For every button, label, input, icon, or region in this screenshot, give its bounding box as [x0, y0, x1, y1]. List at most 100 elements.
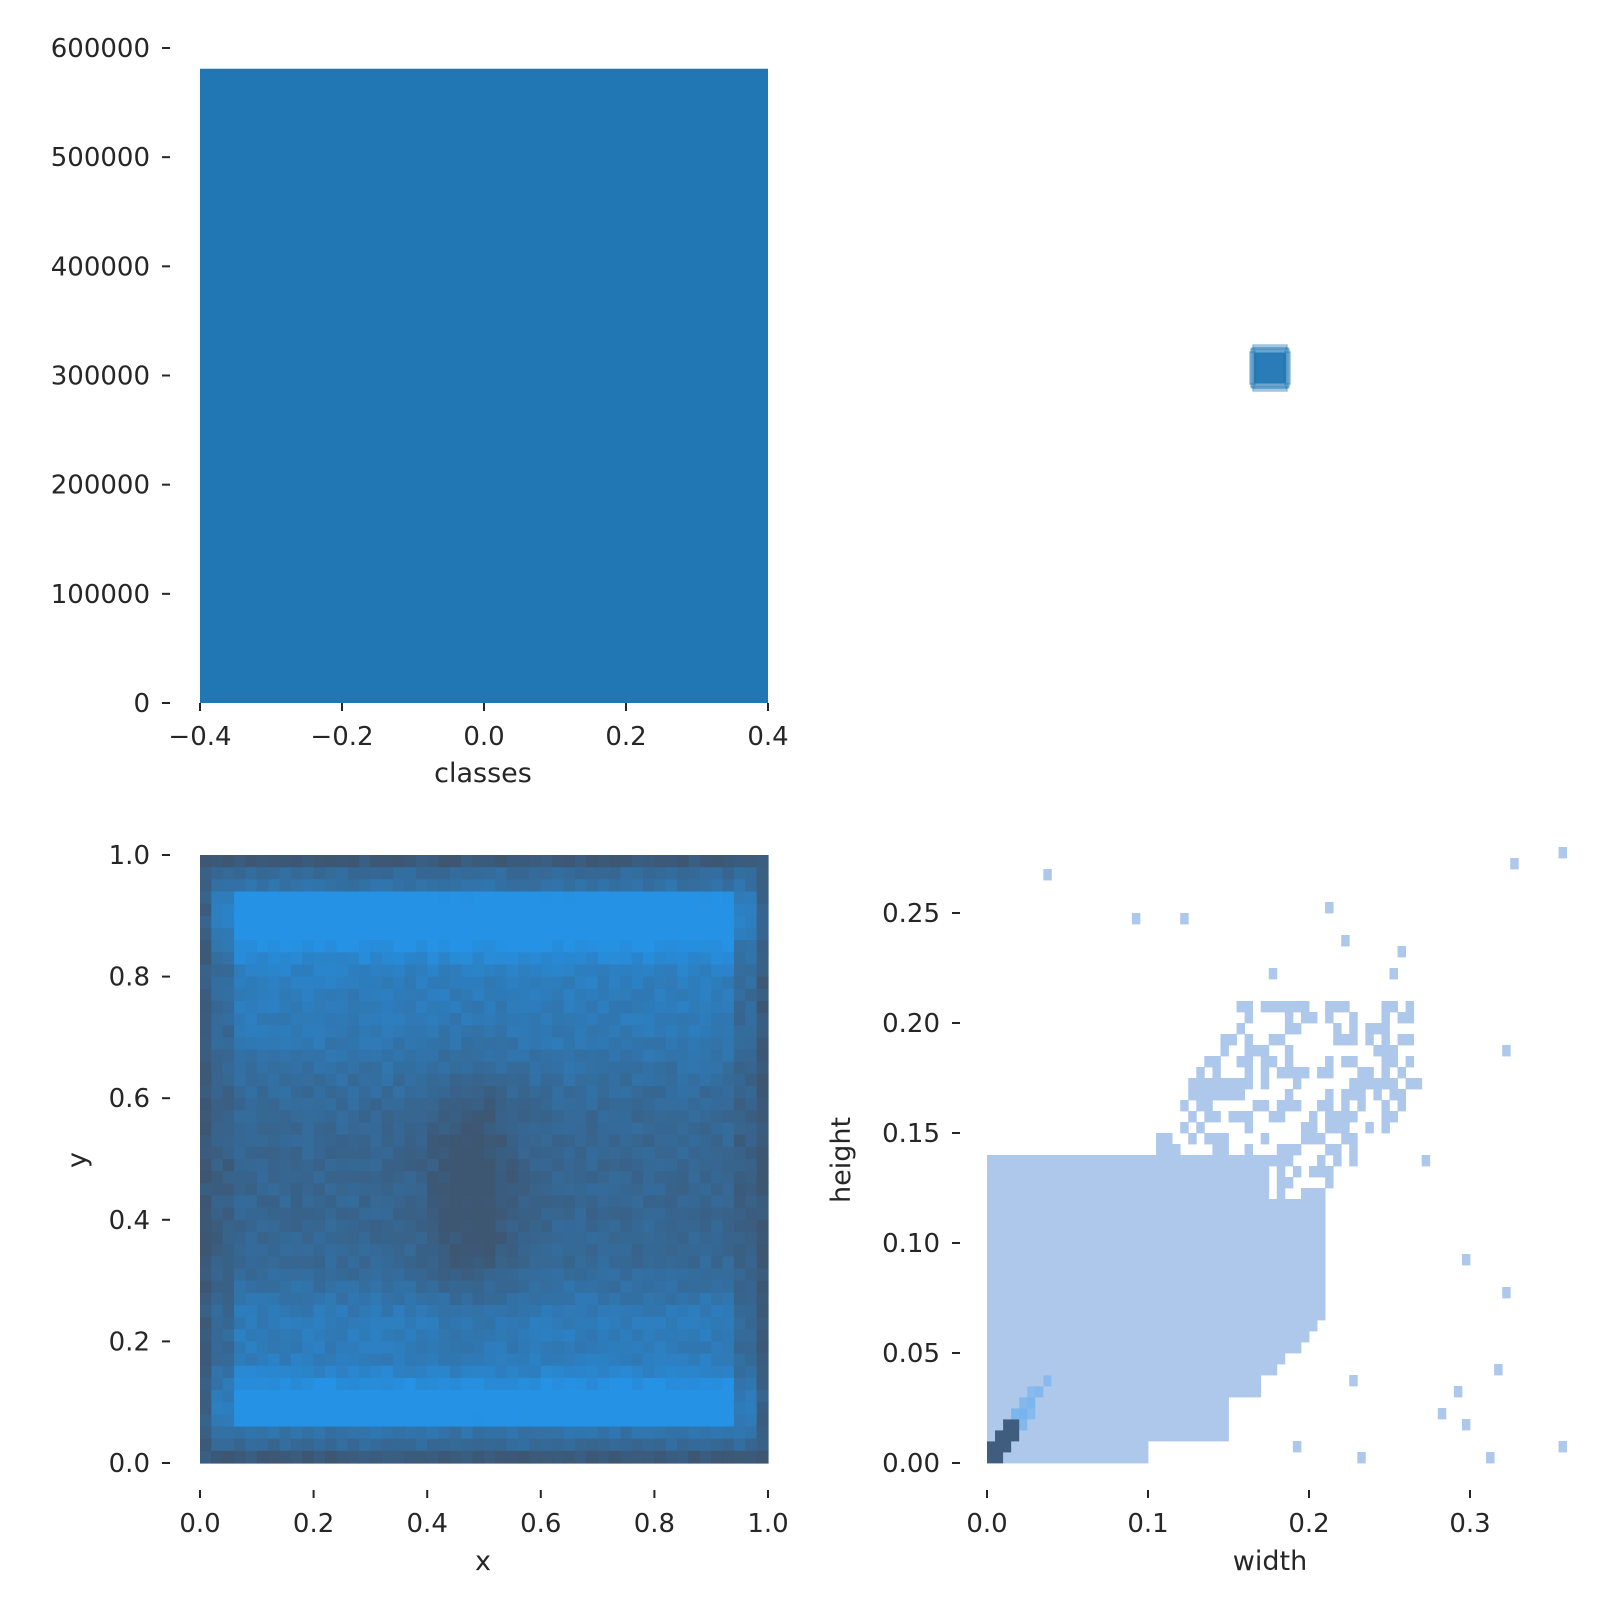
xy-heatmap-cell [677, 1329, 690, 1342]
wh-heatmap-cell [1212, 1155, 1221, 1167]
wh-heatmap-cell [1115, 1177, 1125, 1189]
wh-heatmap-cell [987, 1177, 996, 1189]
xy-heatmap-cell [677, 867, 690, 880]
xy-heatmap-cell [472, 1183, 485, 1197]
wh-heatmap-cell [1027, 1408, 1036, 1420]
xy-heatmap-cell [245, 1098, 258, 1111]
xy-heatmap-cell [427, 1244, 440, 1257]
xy-heatmap-cell [688, 1219, 701, 1233]
xy-heatmap-cell [756, 976, 769, 990]
xy-heatmap-cell [245, 903, 258, 917]
wh-heatmap-cell [1059, 1254, 1068, 1266]
xy-heatmap-cell [631, 1365, 644, 1379]
xy-heatmap-cell [438, 1231, 451, 1245]
wh-heatmap-cell [1091, 1221, 1101, 1233]
wh-heatmap-cell [1075, 1210, 1084, 1222]
wh-heatmap-cell [1236, 1298, 1245, 1310]
xy-heatmap-cell [324, 952, 337, 966]
xy-heatmap-cell [745, 1244, 758, 1257]
wh-heatmap-cell [1027, 1353, 1036, 1365]
xy-heatmap-cell [631, 1341, 644, 1355]
xy-heatmap-cell [234, 879, 247, 893]
xy-heatmap-cell [688, 1292, 701, 1306]
xy-heatmap-cell [654, 1110, 667, 1124]
xy-heatmap-cell [620, 903, 633, 917]
xy-heatmap-cell [722, 1037, 735, 1051]
xy-heatmap-cell [313, 1000, 326, 1014]
xy-heatmap-cell [711, 1049, 724, 1063]
xy-heatmap-cell [597, 1086, 610, 1099]
wh-heatmap-cell [995, 1408, 1004, 1420]
wh-heatmap-cell [1035, 1177, 1044, 1189]
wh-heatmap-cell [1075, 1265, 1084, 1277]
wh-heatmap-cell [1035, 1221, 1044, 1233]
wh-heatmap-cell [987, 1342, 996, 1354]
xy-heatmap-cell [711, 952, 724, 966]
xy-heatmap-cell [620, 1438, 633, 1452]
xy-heatmap-cell [518, 1377, 531, 1391]
wh-heatmap-cell [1051, 1287, 1060, 1299]
xy-heatmap-cell [722, 1134, 735, 1148]
xy-heatmap-cell [563, 1025, 576, 1038]
wh-heatmap-cell [1196, 1375, 1205, 1387]
xy-heatmap-cell [245, 1000, 258, 1014]
wh-heatmap-cell [1204, 1309, 1213, 1321]
xy-heatmap-cell [347, 903, 360, 917]
wh-heatmap-cell [1083, 1353, 1093, 1365]
xy-heatmap-cell [404, 1013, 417, 1026]
xy-heatmap-cell [393, 915, 406, 929]
wh-heatmap-cell [1341, 1100, 1350, 1112]
xy-heatmap-cell [222, 1025, 235, 1038]
xy-heatmap-cell [665, 1195, 678, 1209]
xy-heatmap-cell [290, 1426, 303, 1440]
xy-heatmap-cell [438, 903, 451, 917]
xy-heatmap-cell [711, 1207, 724, 1221]
xy-heatmap-cell [427, 1122, 440, 1136]
xy-heatmap-cell [336, 1183, 349, 1197]
xy-heatmap-cell [200, 1414, 212, 1428]
wh-heatmap-cell [1027, 1243, 1036, 1255]
xy-heatmap-cell [699, 1390, 712, 1403]
xy-heatmap-cell [688, 1134, 701, 1148]
wh-heatmap-cell [1276, 1111, 1286, 1123]
wh-heatmap-cell [1083, 1375, 1093, 1387]
wh-heatmap-cell [1300, 1309, 1310, 1321]
xy-heatmap-cell [359, 1365, 371, 1379]
xy-heatmap-cell [461, 879, 474, 893]
xy-heatmap-cell [506, 1414, 519, 1428]
wh-heatmap-cell [1043, 1441, 1052, 1453]
wh-heatmap-cell [1059, 1276, 1068, 1288]
xy-heatmap-cell [324, 1231, 337, 1245]
wh-heatmap-cell [1292, 1023, 1302, 1035]
xy-heatmap-cell [200, 1195, 212, 1209]
wh-heatmap-cell [1180, 1155, 1189, 1167]
wh-heatmap-cell [1043, 1408, 1052, 1420]
wh-heatmap-cell [1180, 1397, 1189, 1409]
xy-heatmap-cell [234, 1122, 247, 1136]
xy-heatmap-cell [552, 1426, 565, 1440]
xy-heatmap-cell [222, 1122, 235, 1136]
wh-heatmap-cell [1003, 1199, 1012, 1211]
xy-heatmap-cell [665, 1438, 678, 1452]
xy-heatmap-cell [756, 1390, 769, 1403]
xy-heatmap-cell [733, 1195, 746, 1209]
xy-heatmap-cell [643, 1159, 655, 1172]
xy-heatmap-cell [324, 964, 337, 978]
wh-heatmap-cell [1309, 1122, 1318, 1134]
xy-heatmap-cell [711, 1086, 724, 1099]
xy-heatmap-cell [313, 1110, 326, 1124]
wh-heatmap-cell [995, 1364, 1004, 1376]
wh-heatmap-cell [1244, 1386, 1254, 1398]
xy-heatmap-cell [393, 1329, 406, 1342]
xy-heatmap-cell [699, 1365, 712, 1379]
xy-heatmap-cell [347, 1390, 360, 1403]
xy-heatmap-cell [234, 1438, 247, 1452]
wh-heatmap-cell [1164, 1265, 1173, 1277]
xy-heatmap-cell [268, 867, 281, 880]
xy-heatmap-cell [586, 1414, 599, 1428]
wh-heatmap-cell [1156, 1188, 1165, 1200]
xy-heatmap-cell [722, 1438, 735, 1452]
wh-heatmap-cell [1043, 1342, 1052, 1354]
wh-heatmap-cell [1019, 1375, 1028, 1387]
xy-heatmap-cell [472, 1049, 485, 1063]
